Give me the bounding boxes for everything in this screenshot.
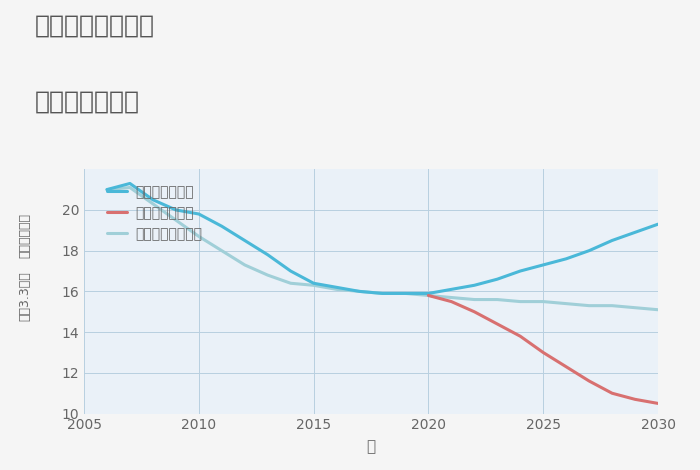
ノーマルシナリオ	[516, 299, 524, 305]
グッドシナリオ	[263, 252, 272, 258]
ノーマルシナリオ	[172, 217, 180, 223]
ノーマルシナリオ	[126, 185, 134, 190]
ノーマルシナリオ	[424, 293, 433, 298]
ノーマルシナリオ	[539, 299, 547, 305]
バッドシナリオ	[516, 333, 524, 339]
ノーマルシナリオ	[631, 305, 639, 311]
グッドシナリオ	[378, 290, 386, 296]
グッドシナリオ	[148, 197, 157, 203]
グッドシナリオ	[218, 223, 226, 229]
バッドシナリオ	[539, 350, 547, 355]
グッドシナリオ	[470, 282, 479, 288]
ノーマルシナリオ	[241, 262, 249, 268]
ノーマルシナリオ	[309, 282, 318, 288]
Line: ノーマルシナリオ: ノーマルシナリオ	[107, 188, 658, 310]
ノーマルシナリオ	[562, 301, 570, 306]
グッドシナリオ	[539, 262, 547, 268]
グッドシナリオ	[493, 276, 501, 282]
グッドシナリオ	[332, 284, 341, 290]
バッドシナリオ	[654, 400, 662, 406]
バッドシナリオ	[493, 321, 501, 327]
ノーマルシナリオ	[263, 272, 272, 278]
バッドシナリオ	[447, 299, 456, 305]
グッドシナリオ	[103, 187, 111, 192]
グッドシナリオ	[608, 238, 616, 243]
ノーマルシナリオ	[218, 248, 226, 253]
グッドシナリオ	[126, 180, 134, 186]
ノーマルシナリオ	[493, 297, 501, 302]
バッドシナリオ	[585, 378, 594, 384]
Text: 土地の価格推移: 土地の価格推移	[35, 89, 140, 113]
X-axis label: 年: 年	[366, 439, 376, 454]
グッドシナリオ	[585, 248, 594, 253]
グッドシナリオ	[562, 256, 570, 262]
グッドシナリオ	[654, 221, 662, 227]
ノーマルシナリオ	[148, 201, 157, 207]
グッドシナリオ	[241, 238, 249, 243]
グッドシナリオ	[309, 281, 318, 286]
ノーマルシナリオ	[447, 295, 456, 300]
Legend: グッドシナリオ, バッドシナリオ, ノーマルシナリオ: グッドシナリオ, バッドシナリオ, ノーマルシナリオ	[102, 181, 207, 245]
バッドシナリオ	[631, 397, 639, 402]
Line: グッドシナリオ: グッドシナリオ	[107, 183, 658, 293]
グッドシナリオ	[172, 207, 180, 213]
ノーマルシナリオ	[470, 297, 479, 302]
グッドシナリオ	[424, 290, 433, 296]
バッドシナリオ	[470, 309, 479, 314]
ノーマルシナリオ	[356, 289, 364, 294]
グッドシナリオ	[286, 268, 295, 274]
ノーマルシナリオ	[332, 287, 341, 292]
Text: 坪（3.3㎡）: 坪（3.3㎡）	[18, 271, 31, 321]
ノーマルシナリオ	[286, 281, 295, 286]
ノーマルシナリオ	[585, 303, 594, 308]
バッドシナリオ	[562, 364, 570, 369]
ノーマルシナリオ	[378, 290, 386, 296]
グッドシナリオ	[516, 268, 524, 274]
グッドシナリオ	[631, 229, 639, 235]
ノーマルシナリオ	[608, 303, 616, 308]
ノーマルシナリオ	[195, 234, 203, 239]
Text: 単価（万円）: 単価（万円）	[18, 212, 31, 258]
Line: バッドシナリオ: バッドシナリオ	[428, 296, 658, 403]
バッドシナリオ	[608, 391, 616, 396]
グッドシナリオ	[447, 287, 456, 292]
グッドシナリオ	[195, 211, 203, 217]
グッドシナリオ	[356, 289, 364, 294]
グッドシナリオ	[401, 290, 410, 296]
バッドシナリオ	[424, 293, 433, 298]
ノーマルシナリオ	[654, 307, 662, 313]
ノーマルシナリオ	[103, 187, 111, 192]
ノーマルシナリオ	[401, 290, 410, 296]
Text: 三重県津市森町の: 三重県津市森町の	[35, 14, 155, 38]
